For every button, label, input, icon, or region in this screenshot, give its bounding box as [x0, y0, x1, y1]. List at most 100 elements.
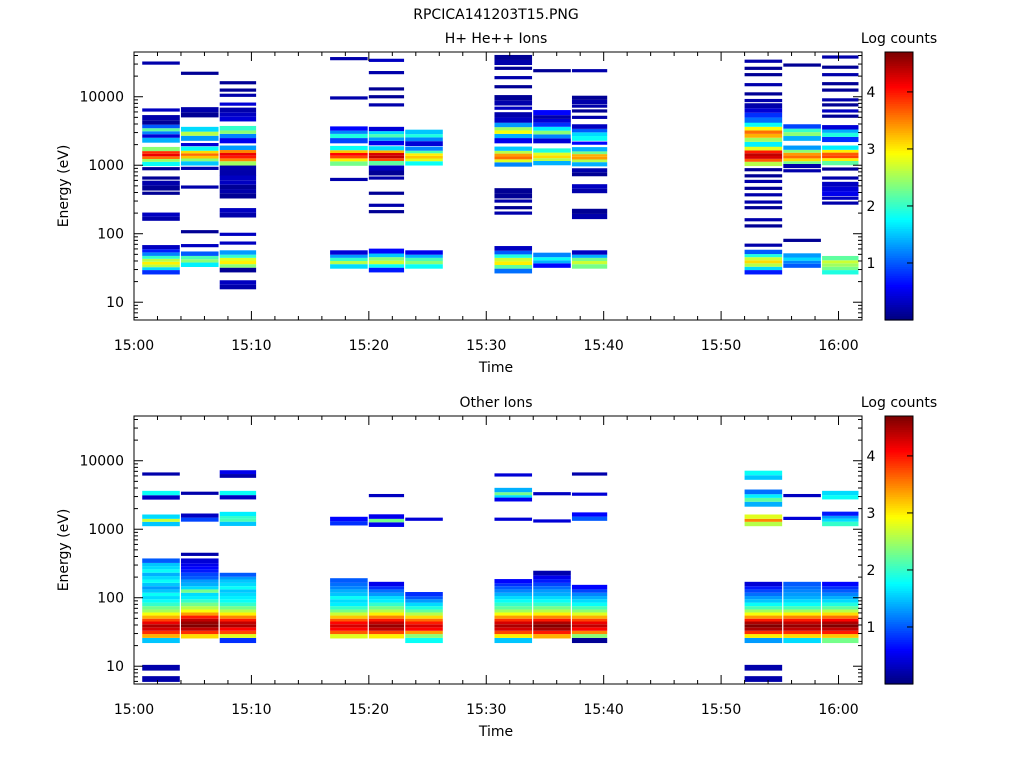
- heatmap-cell: [330, 612, 368, 616]
- heatmap-cell: [142, 216, 180, 221]
- heatmap-cell: [219, 280, 257, 285]
- heatmap-cell: [219, 518, 257, 522]
- colorbar-swatch: [885, 657, 913, 661]
- colorbar-swatch: [885, 168, 913, 171]
- heatmap-cell: [180, 230, 219, 234]
- colorbar-swatch: [885, 541, 913, 544]
- heatmap-cell: [180, 621, 219, 625]
- heatmap-cell: [142, 586, 180, 590]
- heatmap-cell: [405, 146, 443, 151]
- heatmap-cell: [405, 624, 443, 628]
- heatmap-cell: [330, 618, 368, 622]
- heatmap-cell: [180, 135, 219, 141]
- heatmap-cell: [180, 563, 219, 567]
- heatmap-cell: [744, 518, 783, 522]
- heatmap-cell: [180, 259, 219, 263]
- heatmap-cell: [783, 621, 821, 625]
- colorbar-swatch: [885, 78, 913, 82]
- heatmap-cell: [822, 73, 859, 77]
- colorbar-swatch: [885, 139, 913, 142]
- heatmap-cell: [330, 596, 368, 600]
- heatmap-cell: [368, 609, 405, 613]
- heatmap-cell: [822, 149, 859, 153]
- colorbar-swatch: [885, 610, 913, 614]
- heatmap-cell: [142, 609, 180, 613]
- heatmap-cell: [822, 618, 859, 622]
- heatmap-cell: [744, 117, 783, 123]
- heatmap-cell: [180, 131, 219, 136]
- heatmap-cell: [180, 579, 219, 583]
- heatmap-cell: [219, 170, 257, 176]
- heatmap-cell: [405, 141, 443, 147]
- colorbar-swatch: [885, 125, 913, 129]
- heatmap-cell: [405, 612, 443, 616]
- heatmap-cell: [533, 134, 571, 139]
- heatmap-cell: [142, 514, 180, 519]
- colorbar-swatch: [885, 194, 913, 198]
- heatmap-cell: [571, 115, 608, 119]
- heatmap-cell: [494, 637, 533, 644]
- colorbar-swatch: [885, 264, 913, 267]
- heatmap-cell: [405, 155, 443, 159]
- colorbar-swatch: [885, 197, 913, 200]
- colorbar-swatch: [885, 596, 913, 600]
- colorbar-swatch: [885, 480, 913, 484]
- heatmap-cell: [180, 251, 219, 256]
- colorbar-swatch: [885, 512, 913, 515]
- page-title: RPCICA141203T15.PNG: [413, 7, 578, 23]
- colorbar-swatch: [885, 203, 913, 207]
- colorbar-swatch: [885, 226, 913, 230]
- heatmap-cell: [180, 630, 219, 635]
- heatmap-cell: [405, 609, 443, 613]
- heatmap-cell: [405, 254, 443, 258]
- colorbar-swatch: [885, 188, 913, 192]
- colorbar-swatch: [885, 666, 913, 669]
- heatmap-cell: [330, 578, 368, 583]
- colorbar-tick-label: 2: [867, 563, 876, 579]
- colorbar-swatch: [885, 105, 913, 109]
- heatmap-cell: [744, 676, 783, 682]
- colorbar-swatch: [885, 424, 913, 428]
- colorbar-swatch: [885, 311, 913, 314]
- heatmap-cell: [405, 627, 443, 631]
- heatmap-cell: [571, 132, 608, 137]
- heatmap-cell: [405, 621, 443, 625]
- x-tick-label: 16:00: [818, 702, 858, 718]
- heatmap-cell: [494, 95, 533, 101]
- heatmap-cell: [533, 252, 571, 258]
- colorbar-swatch: [885, 534, 913, 538]
- heatmap-cell: [494, 606, 533, 610]
- colorbar-swatch: [885, 503, 913, 506]
- heatmap-cell: [494, 609, 533, 613]
- heatmap-cell: [494, 127, 533, 131]
- heatmap-cell: [180, 609, 219, 613]
- colorbar-swatch: [885, 76, 913, 80]
- heatmap-cell: [822, 490, 859, 496]
- heatmap-cell: [330, 96, 368, 100]
- heatmap-cell: [571, 599, 608, 603]
- heatmap-cell: [219, 153, 257, 156]
- heatmap-cell: [219, 112, 257, 117]
- colorbar-swatch: [885, 107, 913, 111]
- y-tick-label: 100: [97, 591, 124, 607]
- heatmap-cell: [368, 87, 405, 91]
- heatmap-cell: [744, 243, 783, 247]
- heatmap-cell: [494, 579, 533, 584]
- heatmap-cell: [219, 145, 257, 151]
- heatmap-cell: [783, 493, 821, 498]
- heatmap-cell: [180, 634, 219, 639]
- heatmap-cell: [783, 253, 821, 258]
- heatmap-cell: [744, 609, 783, 613]
- heatmap-cell: [533, 519, 571, 523]
- colorbar-swatch: [885, 230, 913, 234]
- colorbar-swatch: [885, 440, 913, 444]
- heatmap-cell: [822, 88, 859, 92]
- heatmap-cell: [533, 606, 571, 610]
- colorbar-swatch: [885, 130, 913, 133]
- heatmap-cell: [368, 134, 405, 138]
- colorbar-swatch: [885, 165, 913, 169]
- colorbar-swatch: [885, 286, 913, 290]
- colorbar-swatch: [885, 429, 913, 433]
- heatmap-cell: [533, 615, 571, 619]
